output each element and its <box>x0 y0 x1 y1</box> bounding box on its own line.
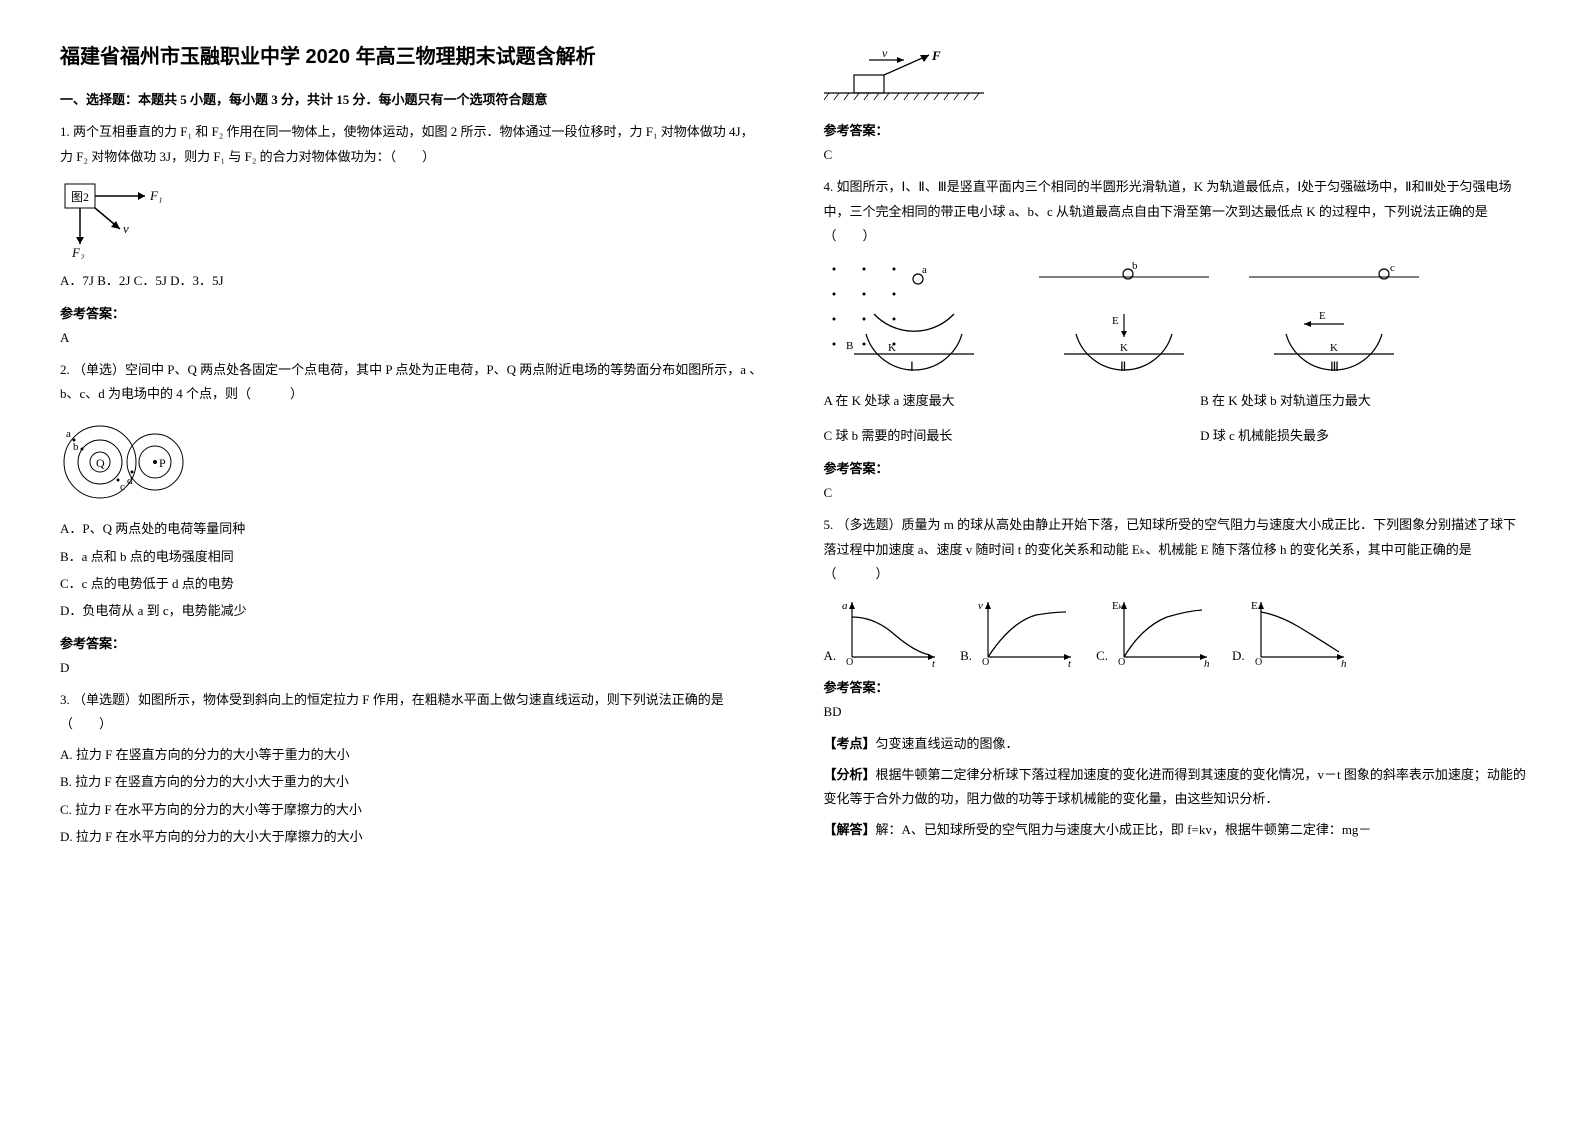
q5-A-xlabel: t <box>932 658 936 667</box>
q4-track-3: c E K Ⅲ <box>1244 259 1424 379</box>
q1-options: A．7J B．2J C．5J D．3．5J <box>60 269 764 292</box>
q5-C-origin: O <box>1118 657 1125 667</box>
q4-K2-label: K <box>1120 342 1128 354</box>
q2-d-label: d <box>127 475 133 487</box>
q5-C-xlabel: h <box>1204 658 1210 667</box>
q3-F-label: F <box>931 50 941 63</box>
q5-graphA-label: A. <box>824 644 837 667</box>
q5-text: 5. （多选题）质量为 m 的球从高处由静止开始下落，已知球所受的空气阻力与速度… <box>824 513 1528 587</box>
q1-fig-label: 图2 <box>71 190 89 204</box>
q4-options: A 在 K 处球 a 速度最大 B 在 K 处球 b 对轨道压力最大 C 球 b… <box>824 389 1528 448</box>
q2-b-label: b <box>73 441 79 453</box>
kaodian-label: 【考点】 <box>824 736 876 751</box>
q2-optB: B．a 点和 b 点的电场强度相同 <box>60 545 764 568</box>
q2-a-label: a <box>66 428 71 440</box>
fenxi-label: 【分析】 <box>824 767 876 782</box>
q2-optA: A．P、Q 两点处的电荷等量同种 <box>60 517 764 540</box>
q3-optB: B. 拉力 F 在竖直方向的分力的大小大于重力的大小 <box>60 770 764 793</box>
jieda-label: 【解答】 <box>824 822 876 837</box>
q4-optC: C 球 b 需要的时间最长 <box>824 424 1141 447</box>
q3-answer: C <box>824 147 1528 163</box>
q2-optD: D．负电荷从 a 到 c，电势能减少 <box>60 599 764 622</box>
q4-K3-label: K <box>1330 342 1338 354</box>
q5-A-ylabel: a <box>842 600 848 612</box>
q5-graphB-label: B. <box>960 644 972 667</box>
q5-fenxi: 【分析】根据牛顿第二定律分析球下落过程加速度的变化进而得到其速度的变化情况，v－… <box>824 763 1528 812</box>
q4-optD: D 球 c 机械能损失最多 <box>1200 424 1517 447</box>
q4-III-label: Ⅲ <box>1330 359 1339 374</box>
q4-I-label: Ⅰ <box>910 359 914 374</box>
q5-B-origin: O <box>982 657 989 667</box>
q2-P-label: P <box>159 456 166 470</box>
question-1: 1. 两个互相垂直的力 F₁ 和 F₂ 作用在同一物体上，使物体运动，如图 2 … <box>60 120 764 293</box>
q4-B-label: B <box>846 340 853 352</box>
q5-graphB: v O t <box>976 597 1076 667</box>
q5-graphD-label: D. <box>1232 644 1245 667</box>
q4-optA: A 在 K 处球 a 速度最大 <box>824 389 1141 412</box>
q1-f1-label: F₁ <box>149 188 162 203</box>
question-5: 5. （多选题）质量为 m 的球从高处由静止开始下落，已知球所受的空气阻力与速度… <box>824 513 1528 667</box>
q5-graphD: E O h <box>1249 597 1349 667</box>
q2-figure: Q P a b c d <box>60 417 200 507</box>
q5-C-ylabel: Eₖ <box>1112 600 1123 612</box>
left-column: 福建省福州市玉融职业中学 2020 年高三物理期末试题含解析 一、选择题：本题共… <box>60 40 764 859</box>
q4-figure: a B K Ⅰ b E <box>824 259 1528 379</box>
q5-B-xlabel: t <box>1068 658 1072 667</box>
q4-II-label: Ⅱ <box>1120 359 1126 374</box>
q4-E1-label: E <box>1112 315 1119 327</box>
q4-answer: C <box>824 485 1528 501</box>
question-4: 4. 如图所示，Ⅰ、Ⅱ、Ⅲ是竖直平面内三个相同的半圆形光滑轨道，K 为轨道最低点… <box>824 175 1528 448</box>
q3-text: 3. （单选题）如图所示，物体受到斜向上的恒定拉力 F 作用，在粗糙水平面上做匀… <box>60 688 764 737</box>
q5-jieda: 【解答】解：A、已知球所受的空气阻力与速度大小成正比，即 f=kv，根据牛顿第二… <box>824 818 1528 843</box>
q4-b-label: b <box>1132 260 1138 272</box>
q4-track-2: b E K Ⅱ <box>1034 259 1214 379</box>
q5-graphC-label: C. <box>1096 644 1108 667</box>
q3-answer-label: 参考答案： <box>824 120 1528 139</box>
q4-a-label: a <box>922 264 927 276</box>
q2-Q-label: Q <box>96 456 105 470</box>
q5-answer: BD <box>824 704 1528 720</box>
q4-K1-label: K <box>888 342 896 354</box>
q2-answer: D <box>60 660 764 676</box>
q2-answer-label: 参考答案： <box>60 633 764 652</box>
q2-optC: C．c 点的电势低于 d 点的电势 <box>60 572 764 595</box>
q3-figure: v F <box>824 50 984 110</box>
q1-answer: A <box>60 330 764 346</box>
right-column: v F 参考答案： C 4. 如图所示，Ⅰ、 <box>824 40 1528 859</box>
q5-graphA: a O t <box>840 597 940 667</box>
q4-c-label: c <box>1390 262 1395 274</box>
q5-D-xlabel: h <box>1341 658 1347 667</box>
q1-figure: 图2 F₁ F₂ v <box>60 179 180 259</box>
q3-optC: C. 拉力 F 在水平方向的分力的大小等于摩擦力的大小 <box>60 798 764 821</box>
kaodian-text: 匀变速直线运动的图像． <box>876 736 1019 751</box>
q5-answer-label: 参考答案： <box>824 677 1528 696</box>
q2-text: 2. （单选）空间中 P、Q 两点处各固定一个点电荷，其中 P 点处为正电荷，P… <box>60 358 764 407</box>
q5-D-origin: O <box>1255 657 1262 667</box>
q4-answer-label: 参考答案： <box>824 458 1528 477</box>
q5-D-ylabel: E <box>1251 600 1258 612</box>
q3-optD: D. 拉力 F 在水平方向的分力的大小大于摩擦力的大小 <box>60 825 764 848</box>
question-3: 3. （单选题）如图所示，物体受到斜向上的恒定拉力 F 作用，在粗糙水平面上做匀… <box>60 688 764 849</box>
q1-text: 1. 两个互相垂直的力 F₁ 和 F₂ 作用在同一物体上，使物体运动，如图 2 … <box>60 120 764 169</box>
q4-track-1: a B K Ⅰ <box>824 259 1004 379</box>
jieda-text: 解：A、已知球所受的空气阻力与速度大小成正比，即 f=kv，根据牛顿第二定律：m… <box>876 822 1372 837</box>
q2-c-label: c <box>120 481 125 493</box>
q5-graphC: Eₖ O h <box>1112 597 1212 667</box>
q5-graphs: A. a O t <box>824 597 1528 667</box>
section-header: 一、选择题：本题共 5 小题，每小题 3 分，共计 15 分．每小题只有一个选项… <box>60 89 764 108</box>
q5-kaodian: 【考点】匀变速直线运动的图像． <box>824 732 1528 757</box>
q3-v-label: v <box>882 50 888 60</box>
q1-v-label: v <box>123 221 129 236</box>
q3-optA: A. 拉力 F 在竖直方向的分力的大小等于重力的大小 <box>60 743 764 766</box>
q1-f2-label: F₂ <box>71 245 85 259</box>
q5-A-origin: O <box>846 657 853 667</box>
q5-B-ylabel: v <box>978 600 983 612</box>
q4-E2-label: E <box>1319 310 1326 322</box>
page-title: 福建省福州市玉融职业中学 2020 年高三物理期末试题含解析 <box>60 40 764 69</box>
q4-optB: B 在 K 处球 b 对轨道压力最大 <box>1200 389 1517 412</box>
q4-text: 4. 如图所示，Ⅰ、Ⅱ、Ⅲ是竖直平面内三个相同的半圆形光滑轨道，K 为轨道最低点… <box>824 175 1528 249</box>
fenxi-text: 根据牛顿第二定律分析球下落过程加速度的变化进而得到其速度的变化情况，v－t 图象… <box>824 767 1526 807</box>
q1-answer-label: 参考答案： <box>60 303 764 322</box>
question-2: 2. （单选）空间中 P、Q 两点处各固定一个点电荷，其中 P 点处为正电荷，P… <box>60 358 764 623</box>
